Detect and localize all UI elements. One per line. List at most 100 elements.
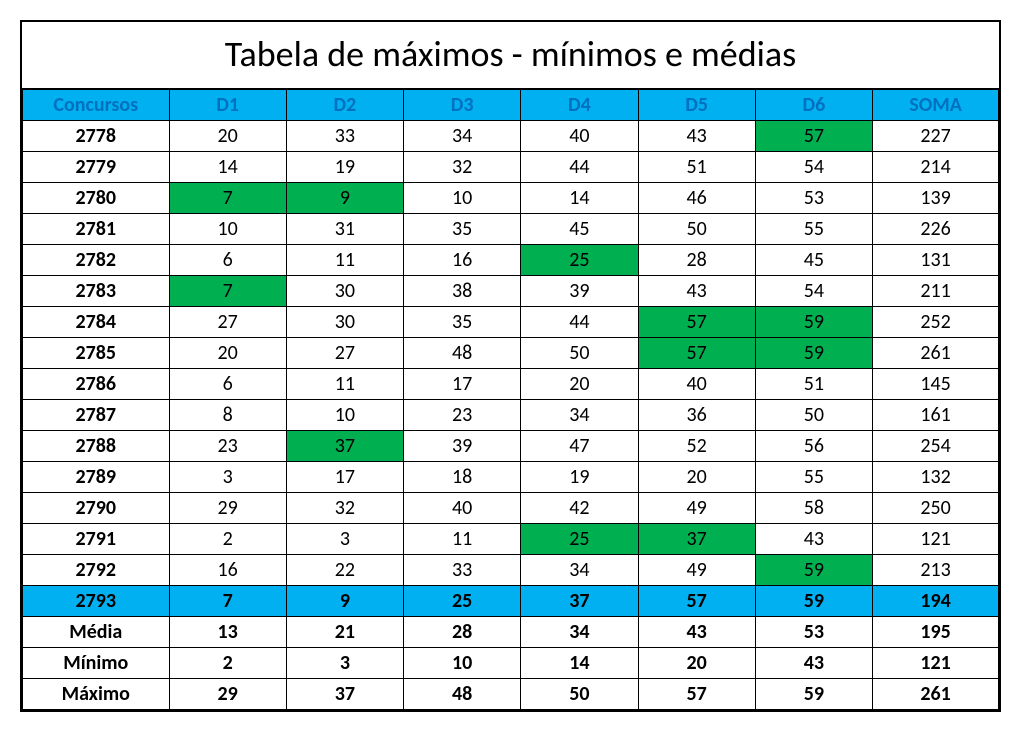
cell: 58: [755, 493, 872, 524]
table-row: 2779141932445154214: [23, 152, 999, 183]
cell: 43: [638, 276, 755, 307]
cell: 25: [521, 245, 638, 276]
row-label: 2793: [23, 586, 170, 617]
table-wrapper: Tabela de máximos - mínimos e médias Con…: [20, 20, 1001, 712]
row-label: 2790: [23, 493, 170, 524]
cell: 139: [873, 183, 999, 214]
cell: 28: [638, 245, 755, 276]
cell: 44: [521, 152, 638, 183]
data-table: Concursos D1 D2 D3 D4 D5 D6 SOMA 2778203…: [22, 89, 999, 710]
row-label: 2789: [23, 462, 170, 493]
cell: 3: [286, 524, 403, 555]
cell: 35: [404, 214, 521, 245]
table-row: 278931718192055132: [23, 462, 999, 493]
row-label: 2780: [23, 183, 170, 214]
cell: 20: [521, 369, 638, 400]
col-header-d2: D2: [286, 90, 403, 121]
cell: 37: [638, 524, 755, 555]
cell: 43: [755, 524, 872, 555]
row-label: 2781: [23, 214, 170, 245]
cell: 21: [286, 617, 403, 648]
cell: 27: [169, 307, 286, 338]
row-label: 2784: [23, 307, 170, 338]
cell: 6: [169, 369, 286, 400]
cell: 7: [169, 586, 286, 617]
cell: 54: [755, 276, 872, 307]
cell: 45: [521, 214, 638, 245]
cell: 25: [521, 524, 638, 555]
cell: 44: [521, 307, 638, 338]
row-label: 2782: [23, 245, 170, 276]
table-title: Tabela de máximos - mínimos e médias: [22, 22, 999, 89]
cell: 20: [169, 121, 286, 152]
cell: 161: [873, 400, 999, 431]
cell: 211: [873, 276, 999, 307]
table-row: 278373038394354211: [23, 276, 999, 307]
cell: 53: [755, 183, 872, 214]
cell: 226: [873, 214, 999, 245]
cell: 39: [404, 431, 521, 462]
cell: 52: [638, 431, 755, 462]
cell: 40: [521, 121, 638, 152]
header-row: Concursos D1 D2 D3 D4 D5 D6 SOMA: [23, 90, 999, 121]
cell: 3: [169, 462, 286, 493]
cell: 51: [755, 369, 872, 400]
cell: 37: [286, 679, 403, 710]
cell: 32: [404, 152, 521, 183]
cell: 46: [638, 183, 755, 214]
cell: 57: [755, 121, 872, 152]
cell: 39: [521, 276, 638, 307]
cell: 254: [873, 431, 999, 462]
cell: 11: [286, 245, 403, 276]
table-row: Média132128344353195: [23, 617, 999, 648]
cell: 59: [755, 307, 872, 338]
cell: 17: [404, 369, 521, 400]
cell: 121: [873, 524, 999, 555]
cell: 34: [521, 400, 638, 431]
cell: 51: [638, 152, 755, 183]
cell: 43: [638, 617, 755, 648]
cell: 54: [755, 152, 872, 183]
col-header-d6: D6: [755, 90, 872, 121]
cell: 9: [286, 586, 403, 617]
col-header-soma: SOMA: [873, 90, 999, 121]
cell: 16: [169, 555, 286, 586]
table-body: 2778203334404357227277914193244515421427…: [23, 121, 999, 710]
cell: 20: [169, 338, 286, 369]
cell: 252: [873, 307, 999, 338]
cell: 37: [286, 431, 403, 462]
cell: 57: [638, 586, 755, 617]
cell: 33: [404, 555, 521, 586]
table-row: 2788233739475256254: [23, 431, 999, 462]
cell: 29: [169, 493, 286, 524]
cell: 7: [169, 276, 286, 307]
cell: 32: [286, 493, 403, 524]
cell: 56: [755, 431, 872, 462]
row-label: 2791: [23, 524, 170, 555]
cell: 47: [521, 431, 638, 462]
cell: 9: [286, 183, 403, 214]
cell: 18: [404, 462, 521, 493]
cell: 8: [169, 400, 286, 431]
cell: 250: [873, 493, 999, 524]
cell: 11: [404, 524, 521, 555]
cell: 38: [404, 276, 521, 307]
cell: 23: [404, 400, 521, 431]
cell: 49: [638, 493, 755, 524]
row-label: 2779: [23, 152, 170, 183]
cell: 16: [404, 245, 521, 276]
cell: 30: [286, 307, 403, 338]
col-header-concursos: Concursos: [23, 90, 170, 121]
cell: 50: [755, 400, 872, 431]
table-row: Mínimo2310142043121: [23, 648, 999, 679]
cell: 40: [638, 369, 755, 400]
cell: 40: [404, 493, 521, 524]
cell: 36: [638, 400, 755, 431]
cell: 10: [404, 648, 521, 679]
cell: 6: [169, 245, 286, 276]
col-header-d1: D1: [169, 90, 286, 121]
row-label: 2787: [23, 400, 170, 431]
cell: 13: [169, 617, 286, 648]
table-row: 2778203334404357227: [23, 121, 999, 152]
col-header-d3: D3: [404, 90, 521, 121]
